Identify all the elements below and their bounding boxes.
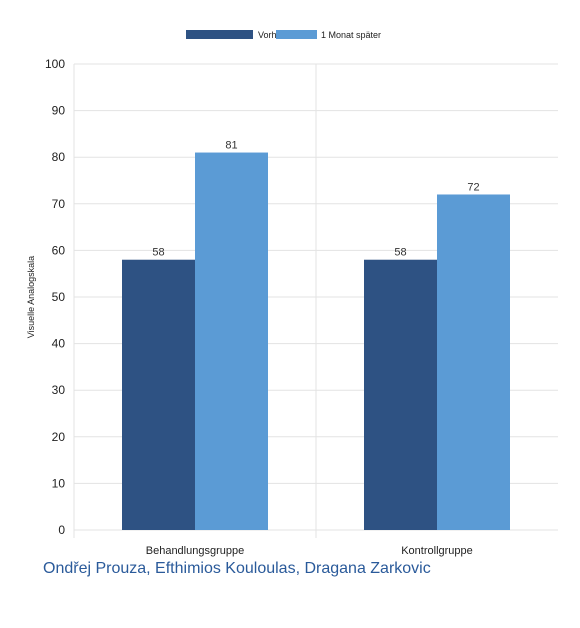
y-tick-label: 40	[52, 337, 66, 351]
bar-value-label: 58	[394, 247, 406, 259]
y-tick-label: 10	[52, 476, 66, 490]
bar-value-label: 72	[467, 181, 479, 193]
legend-swatch	[186, 30, 253, 39]
data-labels: 58 81 58 72	[152, 140, 479, 259]
bar-nachher-0	[195, 152, 268, 531]
category-label: Behandlungsgruppe	[146, 545, 244, 557]
y-tick-label: 0	[58, 523, 65, 537]
y-tick-label: 70	[52, 197, 66, 211]
y-tick-label: 20	[52, 430, 66, 444]
author-caption: Ondřej Prouza, Efthimios Kouloulas, Drag…	[43, 560, 431, 577]
y-tick-label: 30	[52, 383, 66, 397]
legend: Vorher 1 Monat später	[186, 30, 381, 40]
category-label: Kontrollgruppe	[401, 545, 473, 557]
y-axis: 0 10 20 30 40 50 60 70 80 90 100	[45, 57, 75, 537]
bar-vorher-1	[364, 259, 437, 530]
bar-vorher-0	[122, 259, 195, 530]
y-tick-label: 50	[52, 290, 66, 304]
legend-swatch	[276, 30, 317, 39]
legend-label: 1 Monat später	[321, 30, 381, 40]
x-axis: Behandlungsgruppe Kontrollgruppe	[73, 530, 473, 557]
bar-value-label: 81	[225, 140, 237, 152]
legend-label: Vorher	[258, 30, 285, 40]
y-tick-label: 90	[52, 104, 66, 118]
y-tick-label: 100	[45, 57, 65, 71]
bars	[122, 152, 510, 531]
y-tick-label: 60	[52, 243, 66, 257]
y-axis-title: Visuelle Analogskala	[26, 256, 36, 338]
bar-nachher-1	[437, 194, 510, 531]
bar-value-label: 58	[152, 247, 164, 259]
y-tick-label: 80	[52, 150, 66, 164]
